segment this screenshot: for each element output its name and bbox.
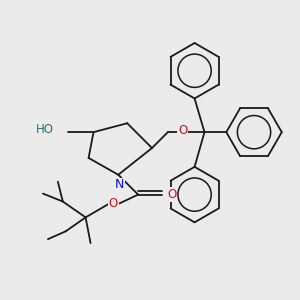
Text: N: N	[115, 178, 124, 191]
Text: O: O	[167, 188, 176, 201]
Text: O: O	[178, 124, 187, 137]
Text: O: O	[109, 197, 118, 210]
Text: HO: HO	[36, 123, 54, 136]
